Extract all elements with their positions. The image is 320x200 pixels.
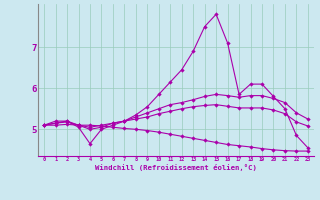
X-axis label: Windchill (Refroidissement éolien,°C): Windchill (Refroidissement éolien,°C)	[95, 164, 257, 171]
